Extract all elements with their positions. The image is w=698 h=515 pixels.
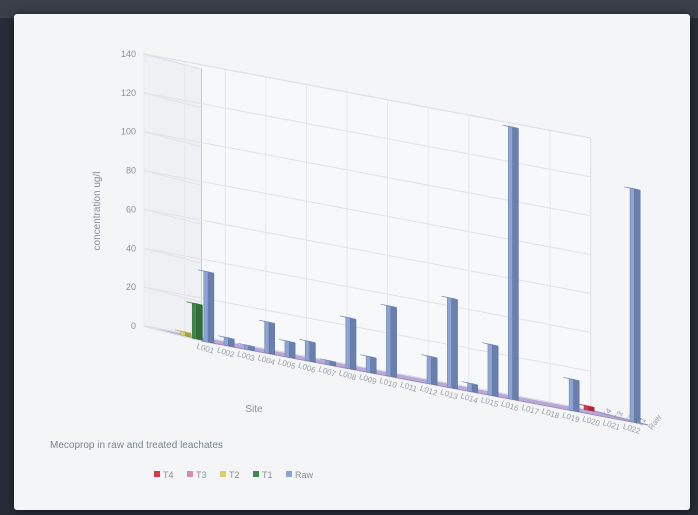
bar-raw-l016 bbox=[502, 124, 519, 401]
legend-swatch bbox=[286, 471, 292, 477]
x-category-label: L013 bbox=[439, 387, 459, 401]
bar-raw-l009 bbox=[360, 354, 377, 374]
x-category-label: L017 bbox=[520, 403, 540, 417]
bar-raw-l010 bbox=[380, 303, 397, 378]
y-tick-label: 80 bbox=[126, 166, 136, 176]
gridline-side bbox=[143, 247, 202, 264]
x-axis-title: Site bbox=[245, 404, 263, 415]
bar-raw-l015 bbox=[482, 342, 499, 397]
x-category-label: L005 bbox=[277, 357, 297, 371]
legend-label: Raw bbox=[295, 470, 314, 480]
x-category-label: L001 bbox=[196, 342, 216, 356]
x-category-label: L014 bbox=[459, 391, 479, 405]
z-series-label: Raw bbox=[647, 413, 664, 431]
presentation-slide: 0 20 40 60 80 100 120 140 L001 L002 L003 L004 L005 L… bbox=[14, 14, 690, 510]
bar-raw-l014 bbox=[461, 381, 478, 394]
projector-top-bar bbox=[0, 0, 698, 18]
y-tick-label: 0 bbox=[131, 321, 136, 331]
y-tick-label: 120 bbox=[121, 88, 136, 98]
legend-swatch bbox=[154, 471, 160, 477]
x-category-label: L012 bbox=[419, 384, 439, 398]
y-tick-label: 140 bbox=[121, 49, 136, 59]
chart-legend: T4 T3 T2 T1 Raw bbox=[154, 470, 314, 480]
x-category-label: L018 bbox=[541, 407, 561, 421]
bar-t4-l022 bbox=[578, 403, 595, 412]
legend-swatch bbox=[187, 471, 193, 477]
bar-raw-l004 bbox=[258, 319, 275, 355]
y-axis-title: concentration ug/l bbox=[92, 172, 103, 251]
legend-swatch bbox=[220, 471, 226, 477]
bar-raw-l008 bbox=[339, 315, 357, 371]
gridline bbox=[143, 53, 591, 139]
bar-raw-l002 bbox=[218, 335, 235, 348]
bar-raw-l012 bbox=[421, 354, 438, 386]
x-category-label: L010 bbox=[378, 376, 398, 390]
legend-swatch bbox=[253, 471, 259, 477]
gridline-side bbox=[143, 53, 202, 70]
y-axis-ticks: 0 20 40 60 80 100 120 140 bbox=[121, 49, 136, 331]
x-category-label: L008 bbox=[338, 368, 358, 382]
bar-t1-l001 bbox=[186, 301, 203, 341]
x-category-label: L006 bbox=[297, 361, 317, 375]
gridline-side bbox=[143, 325, 202, 342]
chart-title: Mecoprop in raw and treated leachates bbox=[50, 440, 223, 451]
y-tick-label: 60 bbox=[126, 204, 136, 214]
chart-bars bbox=[174, 124, 641, 424]
bar-raw-l019 bbox=[563, 377, 580, 413]
bar-raw-l005 bbox=[279, 339, 296, 359]
x-category-label: L011 bbox=[399, 380, 419, 394]
legend-label: T1 bbox=[262, 470, 273, 480]
gridline-side bbox=[143, 286, 202, 303]
x-category-label: L016 bbox=[500, 399, 520, 413]
gridline-side bbox=[143, 170, 202, 187]
legend-label: T2 bbox=[229, 470, 240, 480]
bar-t2-l001 bbox=[174, 329, 192, 338]
x-category-label: L020 bbox=[581, 414, 601, 428]
legend-label: T4 bbox=[163, 470, 174, 480]
bar-raw-l022 bbox=[624, 186, 641, 424]
y-tick-label: 20 bbox=[126, 282, 136, 292]
x-category-label: L007 bbox=[317, 365, 337, 379]
y-tick-label: 40 bbox=[126, 243, 136, 253]
x-category-label: L009 bbox=[358, 372, 378, 386]
gridline-side bbox=[143, 92, 202, 109]
x-category-label: L002 bbox=[216, 345, 236, 359]
gridline-side bbox=[143, 131, 202, 148]
x-category-label: L019 bbox=[561, 410, 581, 424]
x-category-label: L015 bbox=[480, 395, 500, 409]
bar-raw-l007 bbox=[319, 358, 336, 367]
bar-raw-l003 bbox=[238, 343, 255, 352]
side-wall bbox=[143, 53, 202, 342]
bar-raw-l006 bbox=[299, 339, 316, 363]
x-category-label: L004 bbox=[256, 353, 276, 367]
x-category-label: L003 bbox=[236, 349, 256, 363]
y-tick-label: 100 bbox=[121, 127, 136, 137]
legend-label: T3 bbox=[196, 470, 207, 480]
bar-raw-l013 bbox=[441, 295, 458, 390]
bar-raw-l001 bbox=[197, 269, 215, 344]
chart-walls bbox=[143, 53, 649, 426]
gridline-side bbox=[143, 208, 202, 225]
